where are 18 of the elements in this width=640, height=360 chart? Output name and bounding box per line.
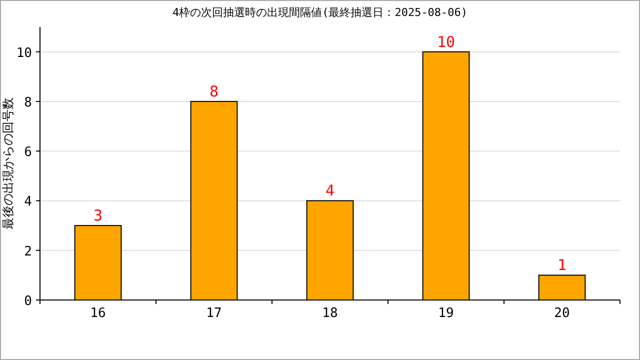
data-label: 4 xyxy=(325,182,335,200)
chart-title: 4枠の次回抽選時の出現間隔値(最終抽選日：2025-08-06) xyxy=(172,6,468,19)
data-label: 1 xyxy=(557,256,567,274)
x-tick-label: 18 xyxy=(322,306,338,321)
y-tick-label: 10 xyxy=(16,46,32,61)
y-tick-label: 8 xyxy=(24,95,32,110)
x-tick-label: 20 xyxy=(554,306,570,321)
y-tick-label: 6 xyxy=(24,145,32,160)
x-tick-label: 17 xyxy=(206,306,222,321)
y-tick-label: 4 xyxy=(24,194,32,210)
y-axis-title: 最後の出現からの回号数 xyxy=(1,98,15,230)
data-label: 3 xyxy=(93,206,103,225)
y-tick-label: 0 xyxy=(24,294,32,309)
x-tick-label: 16 xyxy=(90,306,106,321)
data-label: 8 xyxy=(209,82,219,100)
y-tick-label: 2 xyxy=(24,244,32,260)
x-tick-label: 19 xyxy=(438,306,454,321)
data-label: 10 xyxy=(436,32,456,51)
